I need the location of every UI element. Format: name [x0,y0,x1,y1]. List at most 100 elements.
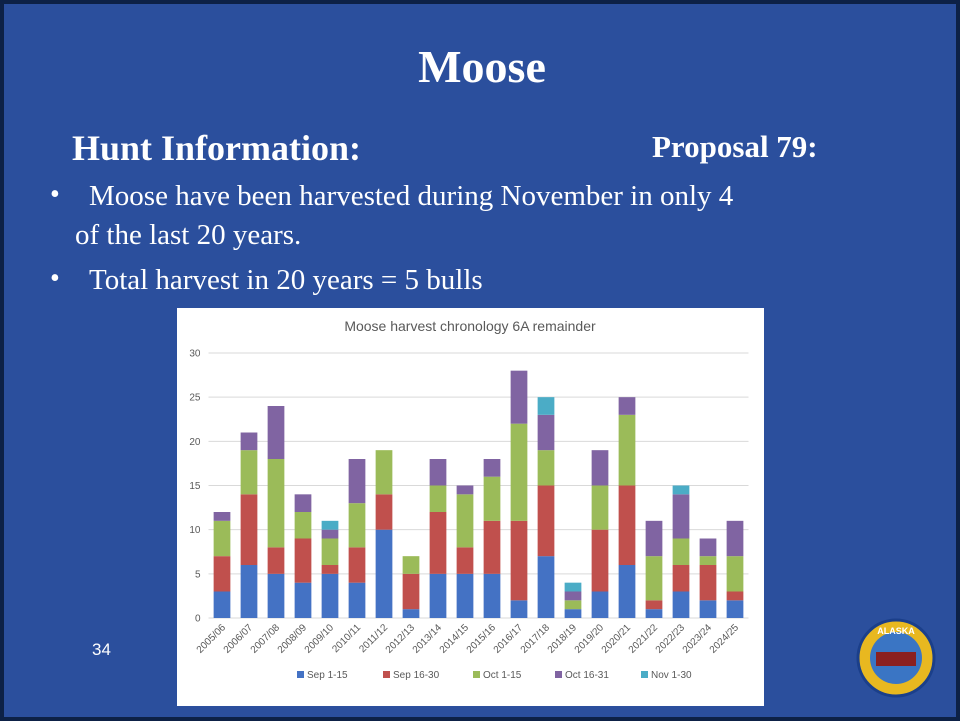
bar-segment [537,450,555,486]
bullet-dot: • [50,263,60,294]
logo: ALASKA [856,618,936,698]
bar-segment [672,485,690,495]
bar-segment [213,512,231,521]
bar-segment [699,556,717,565]
bar-segment [618,485,636,565]
bar-segment [618,414,636,486]
bar-segment [672,591,690,618]
bar-segment [672,565,690,592]
bar-segment [456,573,474,618]
y-tick-label: 20 [189,437,201,448]
bar-segment [483,459,501,477]
bar-segment [510,423,528,521]
bar-segment [510,370,528,424]
legend-label: Sep 1-15 [307,670,348,681]
bar-segment [321,520,339,530]
bar-segment [294,538,312,583]
bar-segment [564,582,582,592]
bar-segment [321,573,339,618]
bar-segment [348,582,366,618]
bar-segment [537,397,555,415]
bar-segment [510,520,528,601]
bar-segment [618,397,636,415]
bar-segment [267,547,285,574]
slide-title: Moose [418,41,546,92]
legend-swatch [297,671,304,678]
bullet-dot: • [50,179,60,210]
bar-segment [213,556,231,592]
bar-segment [483,520,501,574]
bar-segment [591,529,609,592]
legend-swatch [383,671,390,678]
bar-segment [564,600,582,610]
bar-segment [267,459,285,548]
bar-segment [591,450,609,486]
bar-segment [564,591,582,601]
bar-segment [591,485,609,530]
bar-segment [726,520,744,557]
bar-segment [672,538,690,565]
bullet-text: of the last 20 years. [75,219,301,251]
bar-segment [645,609,663,618]
y-tick-label: 0 [195,614,201,625]
y-tick-label: 15 [189,481,201,492]
bar-segment [591,591,609,618]
bar-segment [645,600,663,610]
logo-animal [876,652,916,666]
bar-segment [564,609,582,618]
bar-segment [375,529,393,618]
bar-segment [294,582,312,618]
y-tick-label: 10 [189,525,201,536]
bar-segment [726,556,744,592]
bar-segment [429,512,447,574]
bullet-text: Moose have been harvested during Novembe… [89,180,734,212]
bar-segment [510,600,528,618]
bullet-text: Total harvest in 20 years = 5 bulls [89,264,483,296]
y-tick-label: 30 [189,349,201,360]
bar-segment [645,556,663,601]
proposal: Proposal 79: [652,129,818,164]
logo-text: ALASKA [877,626,915,636]
bar-segment [240,432,258,451]
bar-segment [456,485,474,495]
bar-segment [321,529,339,539]
bar-segment [537,485,555,557]
legend-swatch [555,671,562,678]
y-tick-label: 25 [189,393,201,404]
bar-segment [294,512,312,539]
heading: Hunt Information: [72,128,361,168]
bar-segment [537,414,555,451]
chart-title: Moose harvest chronology 6A remainder [344,318,596,334]
bar-segment [213,591,231,618]
bar-segment [375,494,393,530]
bar-segment [726,600,744,618]
legend-label: Oct 1-15 [483,670,522,681]
bar-segment [456,547,474,574]
bar-segment [429,485,447,512]
bar-segment [348,503,366,548]
bar-segment [321,565,339,574]
bar-segment [699,600,717,618]
legend-swatch [641,671,648,678]
bar-segment [402,573,420,610]
bar-segment [456,494,474,548]
bar-segment [699,565,717,601]
legend-label: Nov 1-30 [651,670,692,681]
bar-segment [483,573,501,618]
bar-segment [672,494,690,539]
bar-segment [402,609,420,618]
bar-segment [402,556,420,574]
y-tick-label: 5 [195,569,201,580]
bar-segment [348,459,366,504]
bar-segment [240,450,258,495]
bar-segment [321,538,339,565]
bar-segment [375,450,393,495]
bar-segment [348,547,366,583]
bar-segment [429,459,447,486]
bar-segment [699,538,717,557]
bar-segment [267,573,285,618]
bar-segment [645,520,663,557]
bar-segment [483,476,501,521]
legend-label: Oct 16-31 [565,670,609,681]
